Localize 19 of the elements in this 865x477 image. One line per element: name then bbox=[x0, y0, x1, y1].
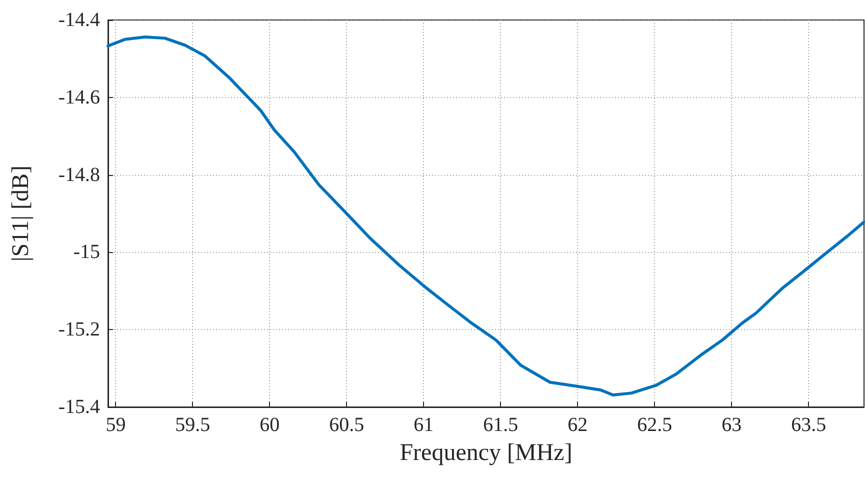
x-tick-label: 61 bbox=[414, 414, 434, 436]
x-tick-label: 63.5 bbox=[791, 414, 826, 436]
x-tick-label: 62 bbox=[568, 414, 588, 436]
y-tick-label: -14.4 bbox=[58, 9, 100, 31]
x-tick-label: 62.5 bbox=[637, 414, 672, 436]
x-tick-label: 63 bbox=[722, 414, 742, 436]
y-axis-title: |S11| [dB] bbox=[8, 165, 34, 262]
x-tick-label: 59.5 bbox=[175, 414, 210, 436]
y-tick-label: -15.4 bbox=[58, 396, 100, 418]
y-tick-label: -15.2 bbox=[58, 318, 100, 341]
x-tick-label: 61.5 bbox=[483, 414, 518, 436]
y-tick-label: -15 bbox=[73, 241, 100, 264]
y-tick-label: -14.8 bbox=[58, 164, 100, 186]
y-tick-label: -14.6 bbox=[58, 86, 100, 108]
x-tick-label: 60 bbox=[260, 414, 280, 436]
x-axis-title: Frequency [MHz] bbox=[400, 440, 572, 466]
x-tick-label: 59 bbox=[106, 414, 126, 436]
line-series bbox=[106, 36, 865, 397]
x-tick-label: 60.5 bbox=[329, 414, 364, 436]
